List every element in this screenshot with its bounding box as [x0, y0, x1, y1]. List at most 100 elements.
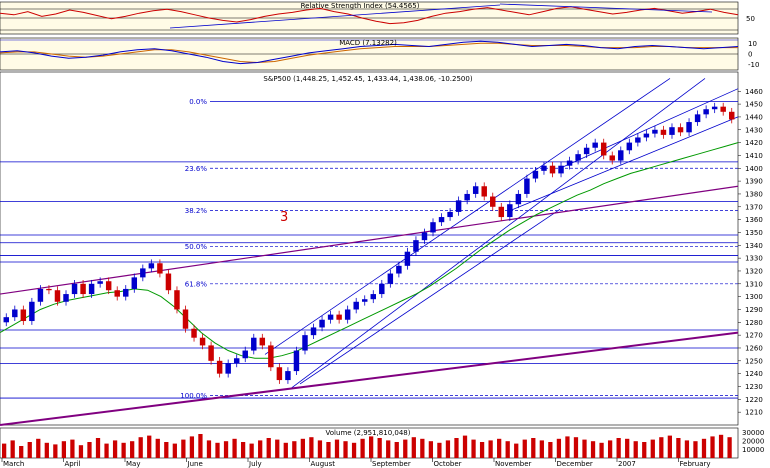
candlestick [268, 341, 274, 372]
candle-body [430, 222, 436, 233]
volume-bar [155, 438, 160, 458]
candle-body [37, 288, 44, 302]
volume-bar [650, 439, 655, 458]
volume-bar [121, 442, 126, 458]
price-tick-label: 1390 [745, 178, 763, 186]
candlestick [600, 138, 607, 160]
candlestick [472, 182, 479, 198]
volume-bar [27, 442, 32, 458]
volume-bar [232, 438, 237, 458]
volume-bar [215, 442, 220, 458]
candlestick [148, 259, 155, 273]
candlestick [71, 279, 78, 298]
price-tick-label: 1380 [745, 190, 763, 198]
candlestick [88, 279, 95, 298]
volume-bar [369, 436, 374, 458]
candle-body [88, 283, 95, 295]
channel-lower [299, 209, 561, 385]
volume-bar [522, 439, 527, 458]
candle-body [575, 154, 581, 161]
volume-bar [479, 442, 485, 458]
volume-bar [701, 438, 707, 458]
volume-bar [36, 438, 41, 458]
channel-middle [289, 78, 706, 390]
volume-bar [223, 441, 229, 458]
candle-body [216, 360, 223, 374]
candle-body [208, 345, 214, 361]
channel-recent-lower [509, 116, 739, 212]
x-tick-label: September [372, 460, 411, 468]
volume-bar [727, 437, 732, 458]
candle-body [464, 193, 470, 201]
candle-body [191, 328, 197, 338]
candle-body [592, 142, 598, 148]
candlestick [481, 182, 487, 201]
x-tick-label: 2007 [618, 460, 636, 468]
candlestick [609, 151, 615, 165]
candlestick [165, 269, 172, 295]
candle-body [199, 337, 206, 346]
rsi-tick-label: 50 [746, 15, 755, 23]
candlestick [319, 315, 325, 332]
volume-bar [334, 439, 340, 458]
candlestick [131, 273, 138, 293]
candle-body [481, 186, 487, 197]
candle-body [251, 337, 257, 351]
candle-body [694, 114, 701, 123]
wave-annotation: 3 [280, 210, 288, 225]
volume-bar [411, 437, 416, 458]
candlestick [233, 354, 240, 368]
volume-bar [19, 446, 24, 458]
rsi-title: Relative Strength Index (54.4565) [301, 2, 420, 10]
x-tick-label: April [65, 460, 81, 468]
candlestick [114, 286, 120, 301]
price-tick-label: 1350 [745, 229, 763, 237]
candle-body [114, 290, 120, 297]
candle-body [677, 127, 684, 133]
candle-body [285, 371, 291, 381]
volume-bar [625, 438, 630, 458]
price-tick-label: 1450 [745, 101, 763, 109]
volume-bar [87, 442, 92, 458]
candlestick [720, 102, 726, 116]
candlestick [686, 118, 692, 137]
candle-body [80, 283, 86, 295]
volume-bar [283, 442, 288, 458]
candle-body [490, 196, 496, 207]
candle-body [421, 232, 428, 241]
candlestick [191, 324, 197, 342]
volume-bar [642, 442, 647, 458]
candle-body [63, 294, 69, 302]
candle-body [344, 309, 351, 320]
channel-recent-upper [559, 88, 739, 169]
candlestick [703, 105, 709, 119]
volume-bar [684, 440, 690, 458]
candlestick [344, 305, 351, 324]
candle-body [396, 265, 402, 274]
volume-bar [300, 438, 305, 458]
candlestick [669, 123, 675, 139]
volume-bar [104, 443, 109, 458]
volume-bar [181, 439, 186, 458]
volume-bar [394, 442, 399, 458]
candlestick [396, 261, 402, 278]
candlestick [635, 133, 641, 147]
candlestick [251, 333, 257, 355]
price-tick-label: 1330 [745, 255, 763, 263]
volume-bar [377, 438, 382, 458]
candlestick [626, 138, 633, 155]
candlestick [652, 125, 658, 138]
volume-bar [249, 443, 254, 458]
volume-bar [189, 436, 195, 458]
volume-bar [309, 437, 314, 458]
candlestick [80, 279, 86, 298]
candle-body [566, 160, 573, 166]
candle-body [370, 294, 376, 300]
candlestick [558, 161, 564, 178]
candle-body [46, 288, 52, 291]
candlestick [532, 166, 539, 183]
volume-bar [198, 434, 203, 458]
candlestick [566, 156, 573, 170]
candlestick [105, 277, 112, 295]
candlestick [729, 107, 735, 124]
